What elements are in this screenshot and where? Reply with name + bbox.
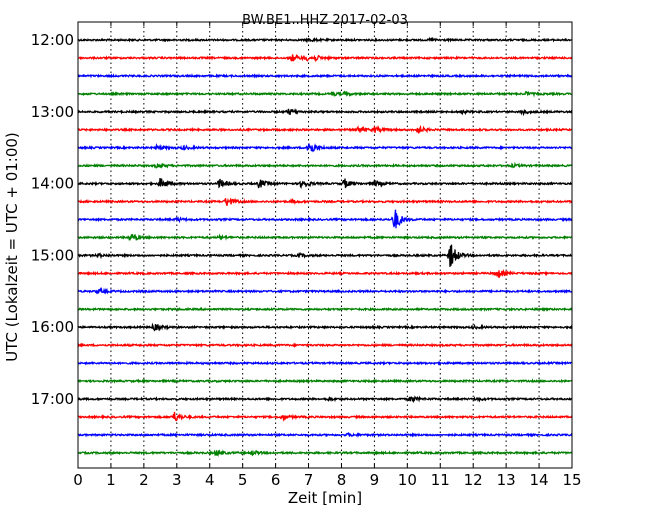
seismic-trace	[77, 90, 573, 98]
seismic-trace	[77, 395, 573, 404]
chart-title: BW.BE1..HHZ 2017-02-03	[242, 13, 408, 28]
seismic-trace	[77, 411, 573, 422]
y-tick-label: 15:00	[31, 246, 74, 264]
x-tick-label: 4	[205, 471, 215, 489]
axes: 0 1 2 3 4 5 6 7 8 9 10 11 12 13 14 1512:0013:0014:0015:…	[31, 22, 582, 489]
seismic-trace	[77, 73, 573, 79]
seismic-trace	[77, 449, 573, 458]
grid	[110, 22, 540, 468]
y-tick-label: 16:00	[31, 318, 74, 336]
x-tick-label: 6	[271, 471, 281, 489]
seismic-trace	[77, 36, 573, 44]
x-tick-label: 15	[562, 471, 581, 489]
seismic-trace	[77, 268, 573, 279]
seismic-trace	[77, 342, 573, 348]
x-tick-label: 3	[172, 471, 182, 489]
x-axis-label: Zeit [min]	[288, 489, 362, 507]
seismic-trace	[77, 197, 573, 206]
seismic-trace	[77, 244, 573, 267]
x-tick-label: 8	[337, 471, 347, 489]
x-tick-label: 5	[238, 471, 248, 489]
x-tick-label: 14	[530, 471, 549, 489]
x-tick-label: 11	[431, 471, 450, 489]
seismic-trace	[77, 53, 573, 63]
y-tick-label: 13:00	[31, 103, 74, 121]
x-tick-label: 12	[464, 471, 483, 489]
x-tick-label: 1	[106, 471, 116, 489]
trace-group	[77, 36, 573, 458]
x-tick-label: 13	[497, 471, 516, 489]
seismic-trace	[77, 306, 573, 312]
x-tick-label: 7	[304, 471, 314, 489]
seismic-trace	[77, 209, 573, 229]
seismic-trace	[77, 108, 573, 117]
x-tick-label: 9	[370, 471, 380, 489]
seismic-trace	[77, 286, 573, 295]
y-axis-label: UTC (Lokalzeit = UTC + 01:00)	[3, 132, 21, 362]
seismic-trace	[77, 178, 573, 190]
y-tick-label: 14:00	[31, 175, 74, 193]
seismic-trace	[77, 432, 573, 439]
plot-frame	[77, 21, 573, 469]
y-tick-label: 12:00	[31, 31, 74, 49]
seismic-trace	[77, 322, 573, 332]
seismic-trace	[77, 142, 573, 153]
seismic-trace	[77, 233, 573, 241]
seismic-trace	[77, 124, 573, 134]
y-tick-label: 17:00	[31, 390, 74, 408]
seismic-trace	[77, 378, 573, 384]
x-tick-label: 0	[73, 471, 83, 489]
x-tick-label: 10	[398, 471, 417, 489]
x-tick-label: 2	[139, 471, 149, 489]
seismic-trace	[77, 161, 573, 169]
seismic-trace	[77, 360, 573, 366]
